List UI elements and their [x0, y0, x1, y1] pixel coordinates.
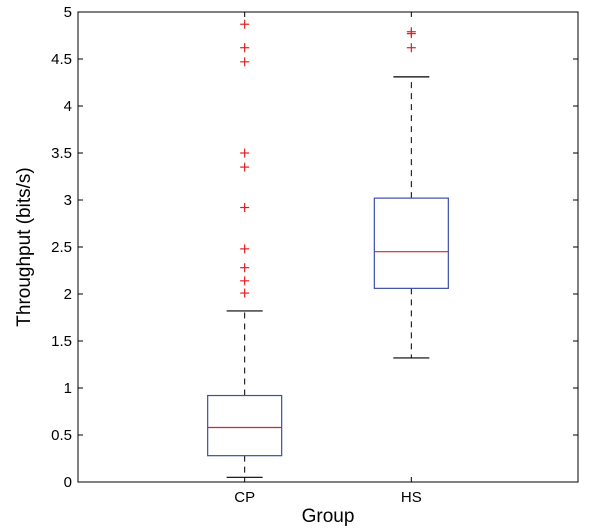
outlier-marker	[240, 43, 250, 53]
outlier-marker	[240, 162, 250, 172]
y-tick-label: 4	[64, 98, 72, 115]
outlier-marker	[240, 276, 250, 286]
plot-frame	[77, 11, 579, 483]
y-tick-label: 5	[64, 4, 72, 21]
y-tick-label: 0	[64, 474, 72, 491]
x-tick-label: CP	[234, 489, 255, 506]
y-tick-label: 0.5	[51, 427, 72, 444]
iqr-box	[207, 394, 283, 457]
outlier-marker	[240, 288, 250, 298]
y-tick-label: 3	[64, 192, 72, 209]
x-tick-label: HS	[401, 489, 422, 506]
y-tick-label: 2	[64, 286, 72, 303]
outlier-marker	[240, 203, 250, 213]
outlier-marker	[406, 43, 416, 53]
y-tick-label: 1	[64, 380, 72, 397]
y-tick-label: 1.5	[51, 333, 72, 350]
box-group	[207, 19, 283, 478]
y-tick-label: 4.5	[51, 51, 72, 68]
x-axis-title: Group	[302, 506, 355, 527]
box-series	[207, 19, 449, 478]
y-tick-label: 3.5	[51, 145, 72, 162]
iqr-box	[373, 197, 449, 289]
outlier-marker	[240, 19, 250, 29]
outlier-marker	[406, 27, 416, 37]
box-group	[373, 27, 449, 359]
outlier-marker	[240, 244, 250, 254]
outlier-marker	[240, 57, 250, 67]
outlier-marker	[240, 263, 250, 273]
y-axis-title: Throughput (bits/s)	[14, 167, 35, 326]
x-axis-ticks: CP HS	[234, 12, 422, 506]
y-tick-label: 2.5	[51, 239, 72, 256]
y-axis-ticks: 0 0.5 1 1.5 2 2.5 3 3.5 4 4.5 5	[51, 4, 578, 491]
outlier-marker	[240, 148, 250, 158]
